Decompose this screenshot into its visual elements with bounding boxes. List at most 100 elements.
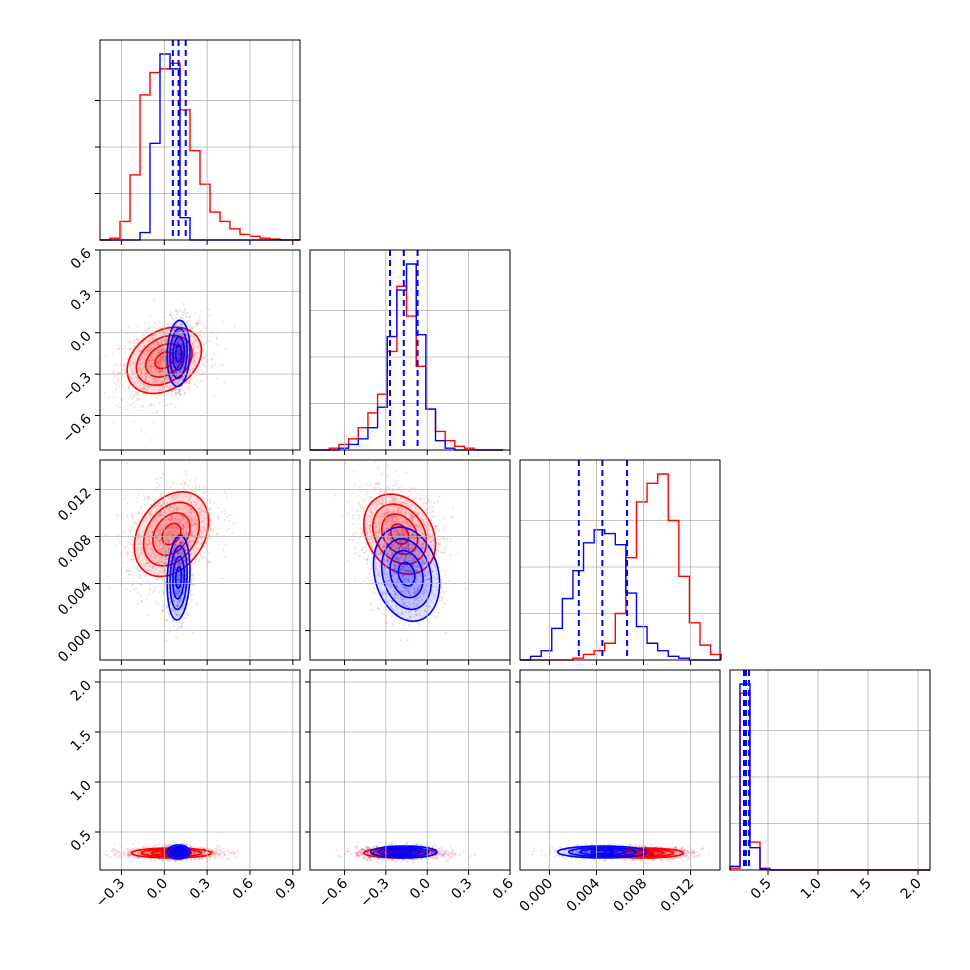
sample-point xyxy=(188,315,192,319)
sample-point xyxy=(199,520,202,524)
sample-point xyxy=(153,556,156,559)
sample-point xyxy=(192,354,195,358)
sample-point xyxy=(228,513,232,516)
sample-point xyxy=(200,368,203,372)
sample-point xyxy=(222,509,226,512)
sample-point xyxy=(196,518,199,521)
sample-point xyxy=(190,351,193,355)
sample-point xyxy=(177,507,180,511)
sample-point xyxy=(176,338,180,341)
sample-point xyxy=(133,339,136,342)
sample-point xyxy=(165,533,168,536)
sample-point xyxy=(168,340,172,343)
sample-point xyxy=(190,520,193,523)
sample-point xyxy=(143,358,147,361)
sample-point xyxy=(223,512,227,515)
sample-point xyxy=(177,354,180,358)
sample-point xyxy=(138,490,142,494)
sample-point xyxy=(353,546,357,549)
sample-point xyxy=(190,516,193,519)
sample-point xyxy=(166,385,169,388)
sample-point xyxy=(177,537,180,540)
sample-point xyxy=(176,341,179,344)
sample-point xyxy=(174,498,177,502)
sample-point xyxy=(161,324,164,327)
sample-point xyxy=(148,357,151,360)
sample-point xyxy=(192,377,195,381)
sample-point xyxy=(150,343,154,346)
sample-point xyxy=(165,377,169,380)
sample-point xyxy=(170,376,173,380)
sample-point xyxy=(148,542,151,545)
sample-point xyxy=(157,502,160,505)
scatter-panel xyxy=(104,460,247,642)
sample-point xyxy=(197,540,200,543)
sample-point xyxy=(158,502,161,505)
sample-point xyxy=(177,561,181,564)
sample-point xyxy=(149,512,152,515)
sample-point xyxy=(194,312,197,315)
x-tick-label: 1.5 xyxy=(848,876,875,903)
sample-point xyxy=(190,501,193,505)
sample-point xyxy=(176,509,179,512)
sample-point xyxy=(209,508,212,511)
sample-point xyxy=(132,401,135,404)
sample-point xyxy=(140,405,143,408)
sample-point xyxy=(180,341,183,344)
sample-point xyxy=(202,361,205,365)
sample-point xyxy=(173,543,176,546)
sample-point xyxy=(438,530,441,533)
sample-point xyxy=(107,396,111,399)
sample-point xyxy=(185,533,189,536)
sample-point xyxy=(161,380,164,384)
sample-point xyxy=(173,544,176,547)
sample-point xyxy=(155,518,159,521)
sample-point xyxy=(178,341,181,344)
sample-point xyxy=(128,395,131,398)
sample-point xyxy=(158,504,161,507)
sample-point xyxy=(152,357,155,360)
sample-point xyxy=(176,527,179,530)
sample-point xyxy=(167,518,170,521)
sample-point xyxy=(153,555,156,558)
sample-point xyxy=(153,381,156,385)
sample-point xyxy=(174,344,177,347)
sample-point xyxy=(359,507,362,510)
sample-point xyxy=(179,389,182,392)
sample-point xyxy=(161,384,164,388)
sample-point xyxy=(175,592,178,595)
sample-point xyxy=(168,389,171,392)
sample-point xyxy=(171,518,174,521)
sample-point xyxy=(157,534,160,537)
sample-point xyxy=(143,386,146,389)
sample-point xyxy=(145,598,148,602)
sample-point xyxy=(178,350,181,353)
sample-point xyxy=(175,636,178,639)
sample-point xyxy=(243,532,247,535)
sample-point xyxy=(361,533,364,536)
sample-point xyxy=(174,359,177,362)
sample-point xyxy=(418,624,421,627)
sample-point xyxy=(146,389,149,393)
sample-point xyxy=(178,513,181,517)
sample-point xyxy=(192,344,195,347)
sample-point xyxy=(117,381,120,384)
sample-point xyxy=(158,358,161,361)
sample-point xyxy=(157,549,160,552)
sample-point xyxy=(177,348,180,351)
sample-point xyxy=(173,548,176,551)
sample-point xyxy=(150,347,153,350)
sample-point xyxy=(153,421,156,424)
sample-point xyxy=(173,369,177,372)
sample-point xyxy=(172,548,175,551)
sample-point xyxy=(193,383,196,386)
sample-point xyxy=(181,516,184,519)
sample-point xyxy=(164,562,167,565)
sample-point xyxy=(150,438,153,442)
sample-point xyxy=(138,347,141,350)
sample-point xyxy=(147,360,150,363)
sample-point xyxy=(129,569,132,572)
sample-point xyxy=(155,379,158,382)
sample-point xyxy=(160,527,164,530)
sample-point xyxy=(223,490,226,493)
